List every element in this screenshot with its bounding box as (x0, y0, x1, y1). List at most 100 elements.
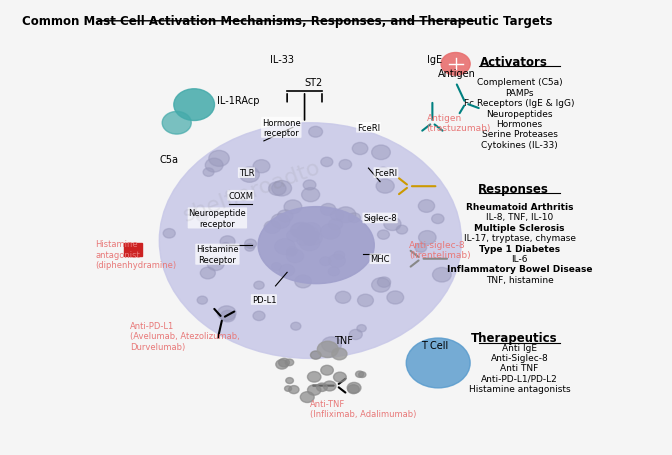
Text: T Cell: T Cell (421, 340, 448, 350)
Circle shape (419, 231, 436, 245)
Circle shape (329, 254, 345, 268)
Circle shape (304, 238, 314, 246)
Circle shape (271, 263, 282, 271)
Text: Neuropeptide
receptor: Neuropeptide receptor (189, 209, 246, 228)
Circle shape (349, 330, 362, 340)
Circle shape (197, 297, 208, 304)
Circle shape (433, 268, 451, 283)
Circle shape (297, 236, 309, 246)
Text: FceRI: FceRI (357, 123, 380, 132)
Circle shape (320, 257, 331, 266)
Circle shape (306, 233, 322, 245)
Text: Rheumatoid Arthritis: Rheumatoid Arthritis (466, 202, 573, 212)
Circle shape (200, 268, 215, 279)
Circle shape (285, 359, 294, 366)
Circle shape (276, 360, 288, 369)
Circle shape (196, 212, 208, 222)
FancyBboxPatch shape (124, 243, 142, 257)
Text: IL-1RAcp: IL-1RAcp (218, 96, 260, 106)
Circle shape (220, 236, 235, 248)
Circle shape (253, 312, 265, 321)
Circle shape (322, 337, 341, 352)
Circle shape (264, 221, 280, 234)
Circle shape (290, 223, 310, 238)
Text: Multiple Sclerosis: Multiple Sclerosis (474, 223, 564, 233)
Circle shape (328, 268, 339, 276)
Text: Inflammatory Bowel Disease: Inflammatory Bowel Disease (447, 265, 592, 274)
Circle shape (292, 222, 312, 238)
Circle shape (240, 167, 259, 183)
Text: Histamine antagonists: Histamine antagonists (469, 384, 571, 393)
Text: FceRI: FceRI (374, 169, 397, 178)
Text: shelf.aroadto: shelf.aroadto (181, 157, 324, 225)
Circle shape (407, 339, 470, 388)
Text: TNF: TNF (333, 336, 353, 345)
Text: Fc Receptors (IgE & IgG): Fc Receptors (IgE & IgG) (464, 99, 575, 108)
Circle shape (279, 359, 290, 367)
Circle shape (162, 112, 192, 135)
Circle shape (333, 372, 346, 382)
Circle shape (275, 239, 295, 255)
Circle shape (323, 381, 336, 391)
Circle shape (317, 383, 327, 392)
Circle shape (396, 226, 408, 234)
Circle shape (347, 383, 361, 393)
Circle shape (372, 278, 390, 293)
Text: Histamine
antagonist
(diphenhydramine): Histamine antagonist (diphenhydramine) (95, 240, 177, 269)
Circle shape (253, 160, 270, 173)
Circle shape (332, 348, 347, 360)
Circle shape (269, 182, 286, 196)
Circle shape (203, 168, 214, 177)
Circle shape (286, 250, 304, 263)
Circle shape (286, 230, 302, 242)
Circle shape (415, 243, 427, 253)
Circle shape (302, 188, 320, 202)
Circle shape (378, 231, 389, 240)
Circle shape (357, 325, 366, 332)
Text: Activators: Activators (480, 56, 548, 69)
Circle shape (174, 90, 214, 121)
Circle shape (335, 292, 351, 303)
Text: IL-33: IL-33 (269, 55, 294, 65)
Text: Anti-siglec-8
(lirentelimab): Anti-siglec-8 (lirentelimab) (409, 240, 471, 260)
Text: Neuropeptides: Neuropeptides (487, 109, 553, 118)
Text: Anti-Siglec-8: Anti-Siglec-8 (491, 353, 548, 362)
Circle shape (209, 151, 229, 167)
Text: Responses: Responses (478, 182, 549, 195)
Text: Complement (C5a): Complement (C5a) (476, 78, 562, 87)
Circle shape (310, 351, 321, 359)
Circle shape (304, 237, 316, 246)
Circle shape (299, 235, 320, 251)
Circle shape (334, 251, 345, 260)
Circle shape (384, 217, 401, 231)
Circle shape (308, 127, 323, 138)
Circle shape (303, 181, 316, 191)
Circle shape (387, 291, 404, 304)
Circle shape (300, 392, 314, 403)
Text: Anti-PD-L1
(Avelumab, Atezolizumab,
Durvelumab): Anti-PD-L1 (Avelumab, Atezolizumab, Durv… (130, 321, 240, 351)
Circle shape (291, 323, 301, 330)
Circle shape (431, 214, 444, 224)
Circle shape (352, 143, 368, 155)
Circle shape (245, 244, 255, 252)
Text: IgE: IgE (427, 55, 442, 65)
Circle shape (245, 240, 257, 249)
Circle shape (278, 210, 293, 222)
Text: Antigen: Antigen (438, 69, 476, 79)
Text: COXM: COXM (228, 192, 253, 200)
Text: Histamine
Receptor: Histamine Receptor (196, 245, 239, 264)
Circle shape (284, 386, 292, 391)
Text: ST2: ST2 (304, 78, 323, 88)
Circle shape (271, 214, 290, 229)
Text: IL-8, TNF, IL-10: IL-8, TNF, IL-10 (486, 213, 553, 222)
Text: Hormones: Hormones (497, 120, 542, 129)
Text: Anti TNF: Anti TNF (501, 364, 539, 373)
Ellipse shape (258, 207, 374, 284)
Circle shape (321, 204, 336, 216)
Circle shape (378, 168, 388, 176)
Circle shape (321, 224, 340, 240)
Circle shape (284, 201, 302, 214)
Circle shape (335, 207, 356, 223)
Circle shape (308, 385, 321, 395)
Circle shape (306, 228, 318, 238)
